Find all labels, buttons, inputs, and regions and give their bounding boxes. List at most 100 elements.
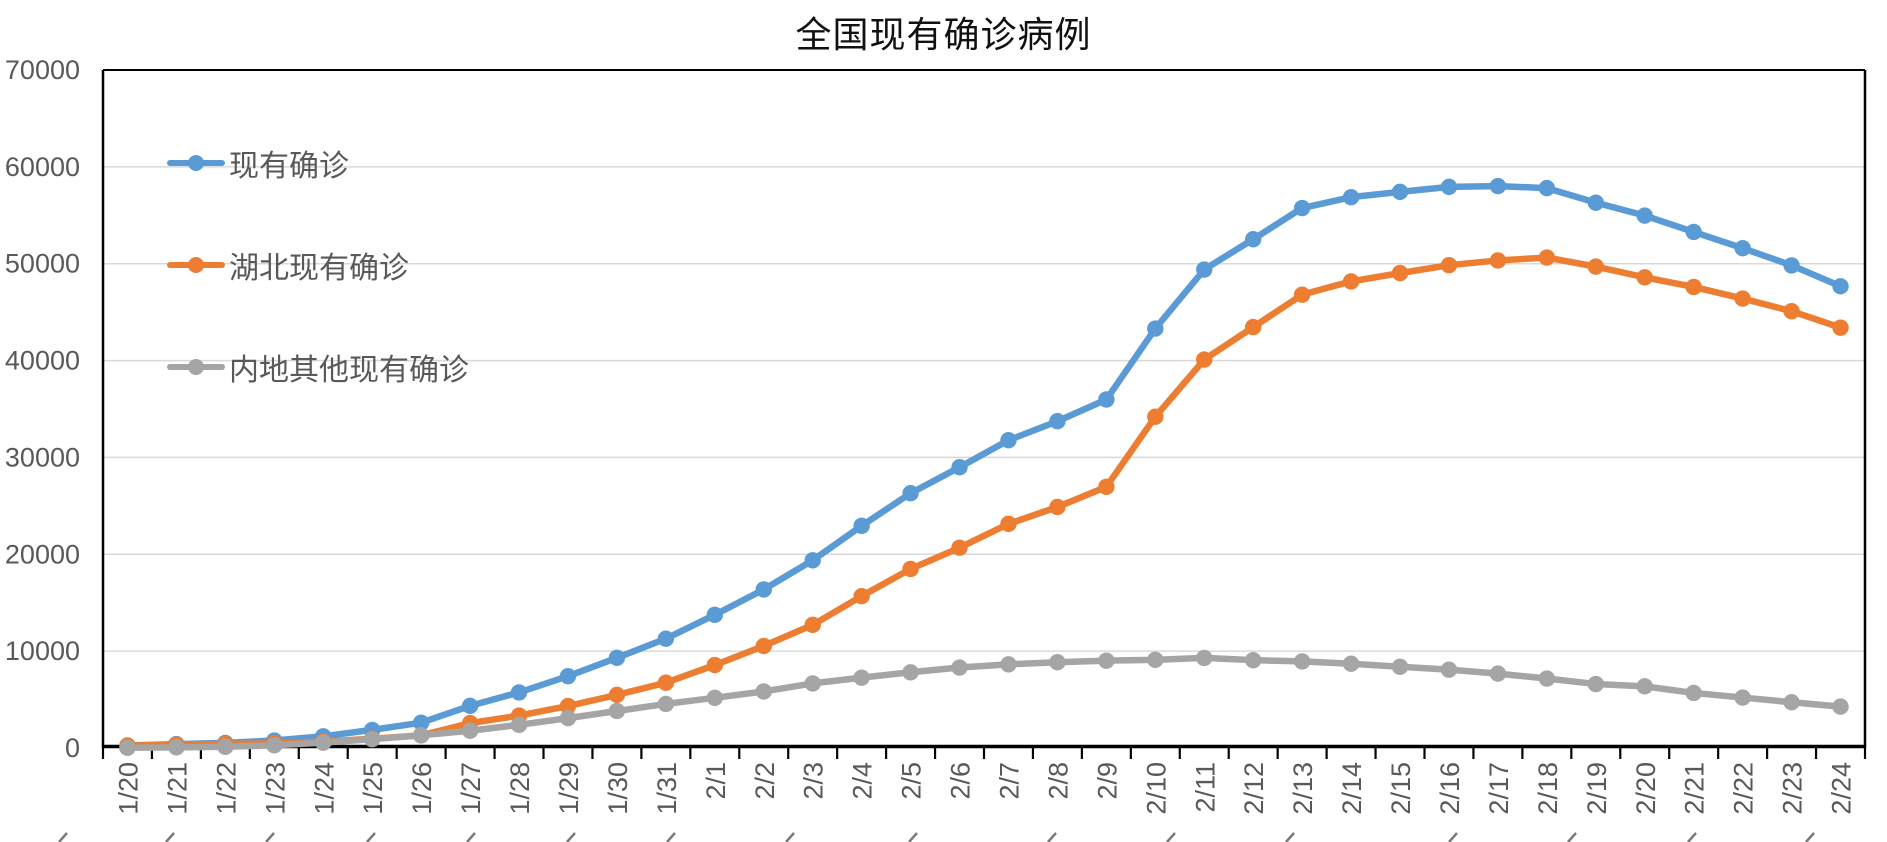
data-point[interactable] [1489,177,1507,195]
data-point[interactable] [1049,413,1066,430]
data-point[interactable] [1049,654,1066,671]
data-point[interactable] [804,616,821,634]
data-point[interactable] [1636,269,1653,286]
data-point[interactable] [608,702,626,720]
data-point[interactable] [461,722,479,739]
data-point[interactable] [951,459,968,476]
data-point[interactable] [1196,649,1213,667]
data-point[interactable] [804,675,821,692]
data-point[interactable] [1440,178,1458,196]
data-point[interactable] [266,737,283,754]
data-point[interactable] [755,581,772,598]
data-point[interactable] [559,667,577,685]
data-point[interactable] [363,730,381,748]
data-point[interactable] [1342,188,1360,206]
data-point[interactable] [853,517,870,534]
data-point[interactable] [217,738,234,755]
data-point[interactable] [706,656,724,674]
data-point[interactable] [706,689,724,706]
data-point[interactable] [119,739,136,756]
data-point[interactable] [461,697,479,715]
data-point[interactable] [902,560,919,578]
data-point[interactable] [1391,183,1409,201]
data-point[interactable] [951,539,968,556]
data-point[interactable] [951,659,968,676]
data-point[interactable] [1391,264,1409,282]
data-point[interactable] [315,734,332,751]
data-point[interactable] [559,709,577,727]
data-point[interactable] [1832,278,1849,295]
data-point[interactable] [1538,670,1556,687]
data-point[interactable] [1636,678,1653,695]
data-point[interactable] [1587,194,1605,211]
legend-item-other-mainland[interactable]: 内地其他现有确诊 [167,351,469,387]
data-point[interactable] [608,686,626,704]
data-point[interactable] [1293,199,1311,217]
data-point[interactable] [1783,302,1800,320]
legend-item-hubei[interactable]: 湖北现有确诊 [167,249,409,285]
data-point[interactable] [1391,658,1409,675]
data-point[interactable] [1098,391,1115,408]
data-point[interactable] [1147,651,1164,669]
data-point[interactable] [1147,320,1164,337]
series-line-2[interactable] [124,654,1844,752]
data-point[interactable] [1098,652,1115,669]
series-line-0[interactable] [124,182,1844,749]
data-point[interactable] [510,684,528,701]
data-point[interactable] [1293,653,1311,670]
data-point[interactable] [1734,239,1751,257]
data-point[interactable] [1049,498,1066,516]
data-point[interactable] [1734,290,1751,307]
data-point[interactable] [1685,223,1702,241]
x-tick-label: 2/17 [1484,762,1514,815]
data-point[interactable] [559,697,577,715]
data-point[interactable] [804,552,821,569]
data-point[interactable] [1342,273,1360,290]
data-point[interactable] [1685,278,1702,296]
data-point[interactable] [902,485,919,502]
data-point[interactable] [853,669,870,686]
data-point[interactable] [1244,651,1262,669]
data-point[interactable] [706,606,724,624]
data-point[interactable] [1293,286,1311,303]
data-point[interactable] [1440,661,1458,678]
data-point[interactable] [1244,318,1262,336]
data-point[interactable] [1538,179,1556,197]
data-point[interactable] [902,664,919,681]
data-point[interactable] [1244,231,1262,248]
legend-item-national[interactable]: 现有确诊 [167,147,349,183]
data-point[interactable] [1342,655,1360,672]
data-point[interactable] [1685,684,1702,702]
data-point[interactable] [657,674,675,691]
data-point[interactable] [1000,432,1017,449]
data-point[interactable] [1783,257,1800,274]
data-point[interactable] [755,637,772,655]
data-point[interactable] [412,714,430,731]
data-point[interactable] [657,630,675,647]
data-point[interactable] [168,739,185,756]
data-point[interactable] [1440,256,1458,274]
data-point[interactable] [510,716,528,734]
data-point[interactable] [1000,515,1017,533]
data-point[interactable] [657,695,675,713]
data-point[interactable] [1489,252,1507,269]
data-point[interactable] [1196,261,1213,278]
data-point[interactable] [412,727,430,744]
series-line-1[interactable] [124,254,1844,749]
data-point[interactable] [1783,694,1800,711]
data-point[interactable] [1196,351,1213,368]
data-point[interactable] [1538,249,1556,266]
data-point[interactable] [1636,207,1653,224]
data-point[interactable] [1832,698,1849,715]
data-point[interactable] [1587,258,1605,275]
data-point[interactable] [755,683,772,700]
data-point[interactable] [1734,689,1751,706]
data-point[interactable] [853,587,870,605]
data-point[interactable] [1587,675,1605,693]
data-point[interactable] [608,649,626,667]
data-point[interactable] [1000,656,1017,673]
data-point[interactable] [1489,665,1507,682]
data-point[interactable] [1147,408,1164,425]
data-point[interactable] [1832,319,1849,336]
data-point[interactable] [1098,478,1115,496]
